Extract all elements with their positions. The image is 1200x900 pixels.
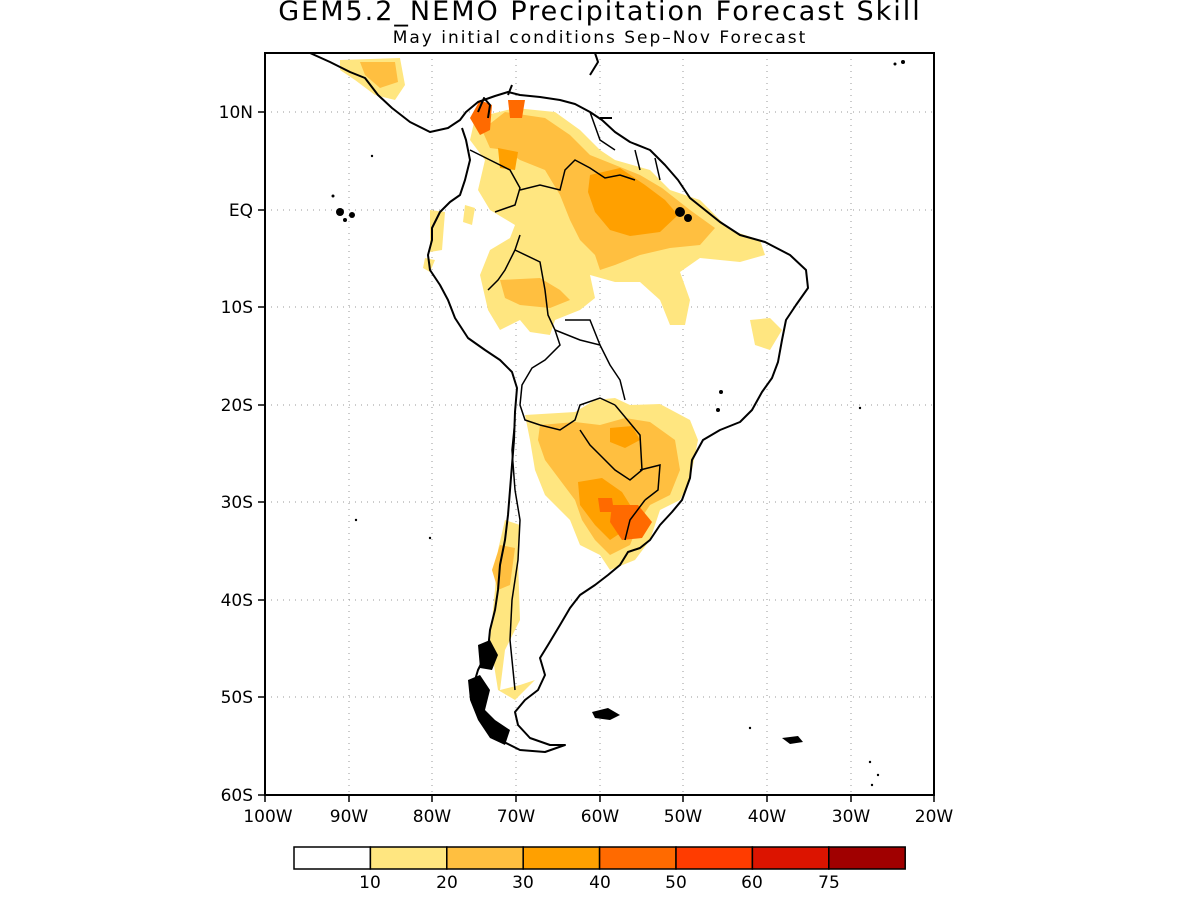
colorbar-label-75: 75 bbox=[818, 873, 840, 893]
lon-label-30w: 30W bbox=[832, 807, 871, 827]
lat-label-10n: 10N bbox=[219, 103, 253, 123]
lon-label-80w: 80W bbox=[413, 807, 452, 827]
skill-shading bbox=[340, 58, 782, 700]
colorbar-swatch-6 bbox=[751, 846, 830, 870]
lon-label-40w: 40W bbox=[748, 807, 787, 827]
lat-label-eq: EQ bbox=[229, 201, 253, 221]
lat-label-40s: 40S bbox=[221, 591, 253, 611]
lon-label-70w: 70W bbox=[497, 807, 536, 827]
lat-label-10s: 10S bbox=[221, 298, 253, 318]
lat-label-30s: 30S bbox=[221, 493, 253, 513]
colorbar-label-60: 60 bbox=[741, 873, 763, 893]
colorbar-swatch-0 bbox=[293, 846, 372, 870]
lon-label-60w: 60W bbox=[581, 807, 620, 827]
colorbar-label-10: 10 bbox=[359, 873, 381, 893]
lat-label-50s: 50S bbox=[221, 688, 253, 708]
lat-label-60s: 60S bbox=[221, 786, 253, 806]
map-gridlines bbox=[265, 53, 934, 795]
shade-level-40 bbox=[470, 100, 652, 540]
colorbar-swatch-5 bbox=[675, 846, 754, 870]
lon-label-50w: 50W bbox=[664, 807, 703, 827]
colorbar-label-50: 50 bbox=[665, 873, 687, 893]
colorbar-swatch-2 bbox=[446, 846, 524, 870]
axis-ticks bbox=[258, 111, 935, 802]
lon-label-100w: 100W bbox=[243, 807, 292, 827]
colorbar-swatch-1 bbox=[369, 846, 448, 870]
colorbar bbox=[293, 846, 906, 870]
map-subtitle: May initial conditions Sep–Nov Forecast bbox=[392, 28, 808, 48]
colorbar-swatch-3 bbox=[522, 846, 601, 870]
lon-label-20w: 20W bbox=[915, 807, 954, 827]
colorbar-swatch-7 bbox=[828, 846, 906, 870]
coastline bbox=[309, 53, 809, 753]
islands bbox=[331, 60, 905, 787]
colorbar-label-20: 20 bbox=[436, 873, 458, 893]
colorbar-label-30: 30 bbox=[512, 873, 534, 893]
lat-label-20s: 20S bbox=[221, 396, 253, 416]
lon-label-90w: 90W bbox=[330, 807, 369, 827]
colorbar-swatch-4 bbox=[598, 846, 677, 870]
colorbar-label-40: 40 bbox=[589, 873, 611, 893]
country-borders bbox=[469, 111, 661, 691]
map-title: GEM5.2_NEMO Precipitation Forecast Skill bbox=[278, 0, 922, 27]
